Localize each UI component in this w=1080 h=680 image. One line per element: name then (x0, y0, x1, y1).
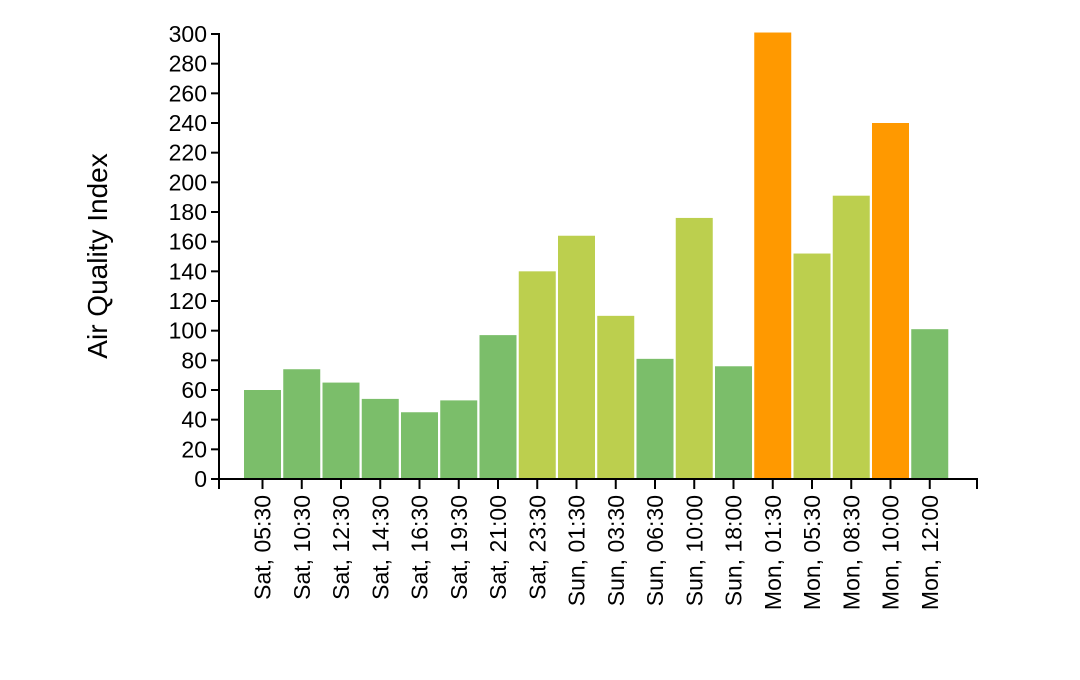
bar (244, 390, 281, 479)
bar (479, 335, 517, 479)
y-tick-label: 200 (169, 169, 207, 195)
bar (283, 369, 321, 479)
x-axis: Sat, 05:30 Sat, 10:30 Sat, 12:30 Sat, 14:30… (218, 478, 978, 610)
x-tick-label: Sat, 10:30 (289, 495, 315, 600)
bars (244, 32, 949, 480)
x-tick-label: Sun, 06:30 (642, 495, 668, 606)
bar (440, 400, 478, 479)
x-axis-line (218, 478, 978, 489)
y-tick-label: 120 (169, 288, 207, 314)
y-tick-label: 180 (169, 199, 207, 225)
y-tick-label: 0 (194, 466, 207, 492)
bar (401, 412, 438, 479)
y-tick-label: 300 (169, 21, 207, 47)
bar (518, 271, 556, 479)
x-tick-label: Mon, 01:30 (760, 495, 786, 610)
x-tick-label: Sun, 10:00 (681, 495, 707, 606)
bar (872, 123, 909, 479)
bar (911, 329, 949, 479)
x-tick-label: Sun, 01:30 (564, 495, 590, 606)
bar (636, 358, 674, 479)
bar (322, 382, 360, 479)
x-tick-label: Sat, 05:30 (250, 495, 276, 600)
x-tick-label: Mon, 08:30 (838, 495, 864, 610)
x-tick-label: Mon, 12:00 (917, 495, 943, 610)
y-tick-label: 220 (169, 140, 207, 166)
bar (361, 398, 399, 479)
bar (715, 366, 752, 479)
bar (832, 195, 870, 479)
bar (793, 253, 831, 479)
bar (597, 315, 635, 479)
y-axis-line (211, 33, 220, 480)
y-tick-label: 60 (181, 377, 207, 403)
y-tick-label: 40 (181, 407, 207, 433)
y-tick-label: 260 (169, 80, 207, 106)
x-tick-label: Sat, 21:00 (485, 495, 511, 600)
x-tick-label: Sat, 14:30 (367, 495, 393, 600)
x-tick-label: Sat, 16:30 (407, 495, 433, 600)
y-tick-label: 100 (169, 318, 207, 344)
y-tick-label: 140 (169, 258, 207, 284)
x-tick-label: Sun, 18:00 (721, 495, 747, 606)
y-tick-label: 240 (169, 110, 207, 136)
y-axis-label: Air Quality Index (82, 153, 113, 358)
x-tick-label: Sat, 23:30 (524, 495, 550, 600)
y-tick-label: 20 (181, 436, 207, 462)
x-tick-label: Sun, 03:30 (603, 495, 629, 606)
x-tick-label: Sat, 19:30 (446, 495, 472, 600)
bar (754, 32, 792, 480)
bar (558, 235, 595, 479)
y-axis: 0 20 40 60 80 100 120 140 160 180 200 220 240 260 280 3… (169, 21, 220, 492)
x-tick-label: Mon, 10:00 (878, 495, 904, 610)
y-tick-label: 80 (181, 347, 207, 373)
bar (675, 217, 713, 479)
x-tick-label: Sat, 12:30 (328, 495, 354, 600)
y-tick-label: 160 (169, 229, 207, 255)
y-tick-label: 280 (169, 51, 207, 77)
x-tick-label: Mon, 05:30 (799, 495, 825, 610)
